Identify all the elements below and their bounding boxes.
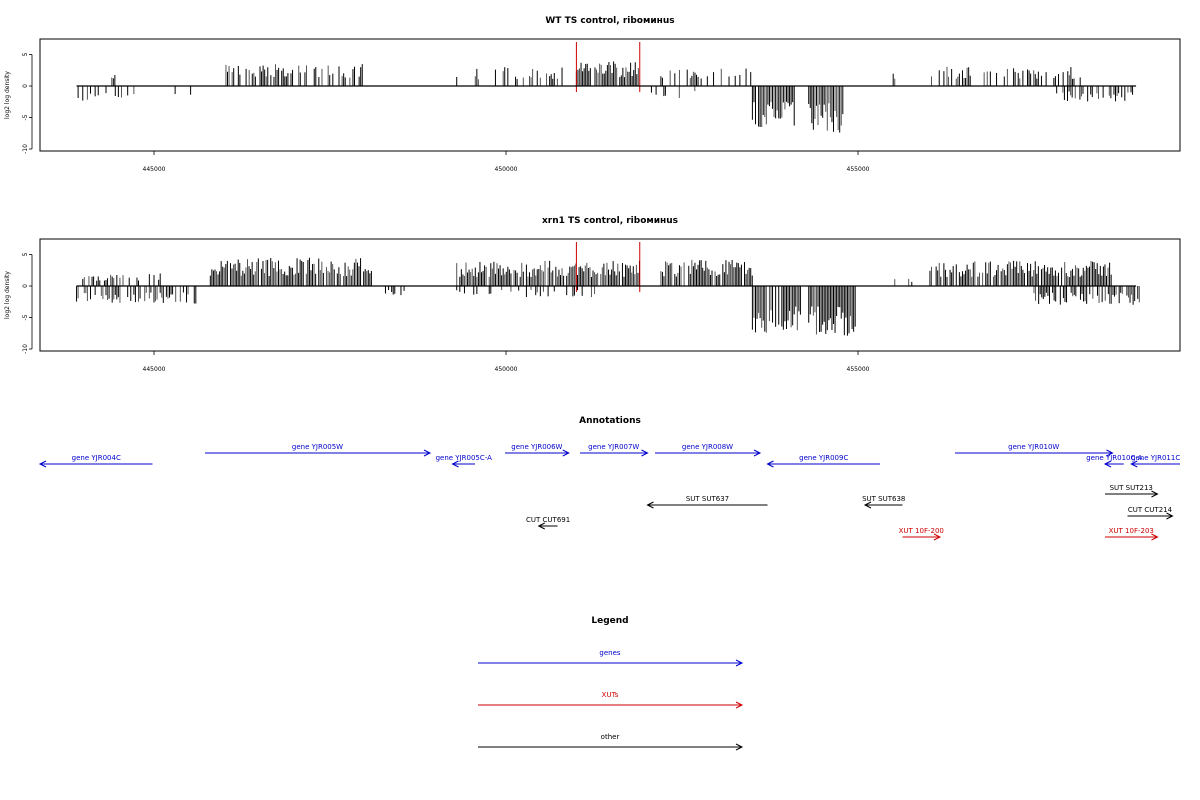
annotation-label: gene YJR011C xyxy=(1131,454,1180,462)
annotation-arrowhead xyxy=(1151,533,1159,541)
annotation-arrowhead xyxy=(38,460,47,468)
annotation-arrowhead xyxy=(1106,449,1114,457)
wt-panel-title: WT TS control, riboминus xyxy=(545,16,674,26)
legend-arrowhead xyxy=(735,701,744,709)
annotation-label: SUT SUT213 xyxy=(1110,484,1153,492)
annotation-gene-yjr005w: gene YJR005W xyxy=(205,443,432,457)
annotation-sut-sut637: SUT SUT637 xyxy=(646,495,768,509)
legend-items: genes XUTs other xyxy=(478,649,744,751)
xrn1-y-axis-label: log2 log density xyxy=(4,271,11,319)
annotation-cut-cut691: CUT CUT691 xyxy=(526,516,570,530)
annotation-label: CUT CUT214 xyxy=(1128,506,1173,514)
annotation-gene-yjr008w: gene YJR008W xyxy=(655,443,762,457)
annotation-xut-10f-203: XUT 10F-203 xyxy=(1105,527,1159,541)
legend-panel: Legend genes XUTs other xyxy=(478,616,744,751)
x-tick-label: 445000 xyxy=(143,366,166,373)
annotation-arrowhead xyxy=(1166,512,1174,520)
y-tick-label: 5 xyxy=(22,52,29,56)
annotation-gene-yjr011c: gene YJR011C xyxy=(1130,454,1180,468)
xrn1-coverage-panel: xrn1 TS control, riboминus log2 log dens… xyxy=(4,216,1181,373)
wt-coverage-panel: WT TS control, riboминus log2 log densit… xyxy=(4,16,1181,173)
annotation-label: CUT CUT691 xyxy=(526,516,570,524)
wt-plot-frame xyxy=(39,38,1181,152)
annotation-arrowhead xyxy=(537,522,545,530)
annotation-arrowhead xyxy=(562,449,570,457)
legend-item-xut: XUTs xyxy=(478,691,744,709)
wt-bars xyxy=(77,42,1134,133)
annotation-gene-yjr009c: gene YJR009C xyxy=(766,454,880,468)
x-tick-label: 445000 xyxy=(143,166,166,173)
annotation-items: gene YJR004C gene YJR005W gene YJR005C-A ge… xyxy=(38,443,1180,541)
y-tick-label: -5 xyxy=(22,314,29,320)
wt-axes: -10 -5 0 5 445000 450000 455000 xyxy=(22,52,1137,173)
annotation-arrowhead xyxy=(753,449,762,457)
legend-label: other xyxy=(601,733,620,741)
wt-y-axis-label: log2 log density xyxy=(4,71,11,119)
annotation-label: gene YJR010C-A xyxy=(1086,454,1143,462)
annotations-title: Annotations xyxy=(579,416,641,426)
annotation-cut-cut214: CUT CUT214 xyxy=(1127,506,1174,520)
legend-title: Legend xyxy=(591,616,628,626)
annotation-arrowhead xyxy=(646,501,654,509)
annotation-label: gene YJR009C xyxy=(799,454,848,462)
x-tick-label: 450000 xyxy=(495,166,518,173)
annotation-label: gene YJR006W xyxy=(511,443,562,451)
legend-arrowhead xyxy=(735,743,744,751)
y-tick-label: -5 xyxy=(22,114,29,120)
annotation-label: gene YJR004C xyxy=(72,454,121,462)
annotation-xut-10f-200: XUT 10F-200 xyxy=(899,527,944,541)
annotation-arrowhead xyxy=(1130,460,1138,468)
xrn1-bars xyxy=(76,242,1140,336)
xrn1-panel-title: xrn1 TS control, riboминus xyxy=(542,216,678,226)
legend-label: XUTs xyxy=(602,691,619,699)
x-tick-label: 450000 xyxy=(495,366,518,373)
xrn1-plot-frame xyxy=(39,238,1181,352)
annotation-sut-sut638: SUT SUT638 xyxy=(862,495,905,509)
annotation-gene-yjr010w: gene YJR010W xyxy=(955,443,1114,457)
annotation-arrowhead xyxy=(451,460,459,468)
annotation-gene-yjr005c-a: gene YJR005C-A xyxy=(436,454,493,468)
annotation-sut-sut213: SUT SUT213 xyxy=(1105,484,1159,498)
legend-label: genes xyxy=(599,649,620,657)
xrn1-axes: -10 -5 0 5 445000 450000 455000 xyxy=(22,252,1137,373)
annotation-label: gene YJR005C-A xyxy=(436,454,493,462)
annotation-arrowhead xyxy=(641,449,649,457)
legend-item-gene: genes xyxy=(478,649,744,667)
x-tick-label: 455000 xyxy=(847,166,870,173)
legend-item-other: other xyxy=(478,733,744,751)
annotation-label: gene YJR008W xyxy=(682,443,733,451)
annotation-label: gene YJR010W xyxy=(1008,443,1059,451)
annotation-label: XUT 10F-203 xyxy=(1109,527,1154,535)
y-tick-label: -10 xyxy=(22,144,29,154)
annotation-arrowhead xyxy=(1151,490,1159,498)
annotation-gene-yjr010c-a: gene YJR010C-A xyxy=(1086,454,1143,468)
y-tick-label: 0 xyxy=(22,284,29,288)
annotation-label: SUT SUT638 xyxy=(862,495,905,503)
annotation-label: gene YJR007W xyxy=(588,443,639,451)
annotation-arrowhead xyxy=(933,533,942,541)
x-tick-label: 455000 xyxy=(847,366,870,373)
legend-arrowhead xyxy=(735,659,744,667)
y-tick-label: -10 xyxy=(22,344,29,354)
annotation-arrowhead xyxy=(863,501,872,509)
y-tick-label: 5 xyxy=(22,252,29,256)
annotation-label: SUT SUT637 xyxy=(686,495,729,503)
annotation-gene-yjr006w: gene YJR006W xyxy=(505,443,570,457)
y-tick-label: 0 xyxy=(22,84,29,88)
annotation-label: XUT 10F-200 xyxy=(899,527,944,535)
annotation-gene-yjr004c: gene YJR004C xyxy=(38,454,153,468)
annotation-arrowhead xyxy=(766,460,774,468)
annotation-gene-yjr007w: gene YJR007W xyxy=(580,443,649,457)
annotation-label: gene YJR005W xyxy=(292,443,343,451)
annotation-arrowhead xyxy=(1103,460,1112,468)
annotation-arrowhead xyxy=(423,449,432,457)
